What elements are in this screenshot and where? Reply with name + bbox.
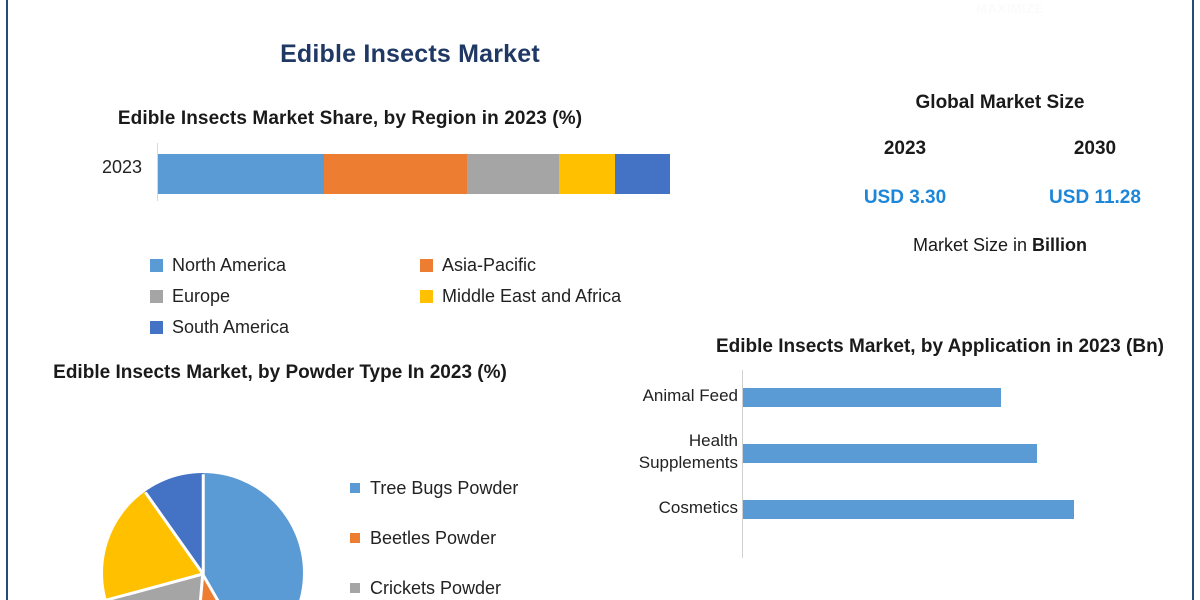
region-share-panel: Edible Insects Market Share, by Region i… [20,105,680,203]
pie-slice-divider [201,474,205,575]
application-chart-title: Edible Insects Market, by Application in… [715,336,1164,357]
region-legend-label: Asia-Pacific [442,255,537,275]
right-border-rule [1192,0,1194,600]
application-axis-line [742,370,743,558]
powder-type-panel: Edible Insects Market, by Powder Type In… [20,358,580,600]
powder-pie-chart[interactable] [103,473,303,600]
market-size-unit-prefix: Market Size in [912,235,1033,255]
application-chart-area: Animal Feed Health Supplements Cosmetics [639,370,1190,558]
region-legend-item: Europe [150,281,420,312]
region-segment[interactable] [558,154,616,194]
application-row: Animal Feed [643,370,1190,426]
region-legend-item: South America [150,312,420,343]
legend-swatch-icon [150,321,163,334]
powder-legend-label: Crickets Powder [370,577,502,598]
powder-legend-item: Tree Bugs Powder [350,463,580,513]
application-bar[interactable] [743,444,1038,463]
region-chart-area: 2023 [20,141,680,203]
global-market-size-columns: 2023 USD 3.30 2030 USD 11.28 [810,138,1190,209]
region-legend-label: South America [172,317,290,337]
powder-legend-item: Crickets Powder [350,563,580,600]
legend-swatch-icon [150,290,163,303]
powder-legend-label: Tree Bugs Powder [370,477,519,498]
region-legend-label: Europe [172,286,231,306]
legend-swatch-icon [350,483,360,493]
application-row-label: Cosmetics [658,498,738,517]
region-legend-item: Asia-Pacific [420,250,690,281]
region-legend-item: North America [150,250,420,281]
application-bar[interactable] [743,388,1001,407]
application-row-label: Animal Feed [642,386,738,405]
market-size-column-2030: 2030 USD 11.28 [1000,138,1190,209]
legend-swatch-icon [420,259,433,272]
application-row-label: Health Supplements [638,431,738,472]
market-size-unit-value: Billion [1032,235,1088,255]
page-title: Edible Insects Market [280,40,540,68]
application-row: Health Supplements [639,426,1190,482]
market-size-value-2030: USD 11.28 [1049,187,1141,208]
region-legend-item: Middle East and Africa [420,281,690,312]
region-legend-label: North America [172,255,287,275]
application-row: Cosmetics [659,482,1190,538]
region-segment[interactable] [466,154,559,194]
legend-swatch-icon [350,533,360,543]
region-legend-label: Middle East and Africa [442,286,622,306]
market-size-unit-note: Market Size in Billion [810,235,1190,256]
market-size-value-2023: USD 3.30 [863,187,947,208]
region-segment[interactable] [615,154,670,194]
powder-legend-label: Beetles Powder [370,527,497,548]
region-stacked-bar[interactable] [158,154,670,194]
watermark: MAXIMIZE [976,1,1044,16]
region-segment[interactable] [158,154,325,194]
market-size-year-2030: 2030 [1073,138,1117,159]
application-panel: Edible Insects Market, by Application in… [639,332,1190,558]
powder-chart-title: Edible Insects Market, by Powder Type In… [53,362,507,383]
left-border-rule [6,0,8,600]
application-bar[interactable] [743,500,1074,519]
region-legend: North America Asia-Pacific Europe Middle Ea… [150,250,690,343]
region-category-label: 2023 [101,157,142,177]
global-market-size-panel: Global Market Size 2023 USD 3.30 2030 US… [810,92,1190,256]
legend-swatch-icon [350,583,360,593]
region-axis-line [157,143,158,201]
market-size-year-2023: 2023 [883,138,927,159]
powder-legend: Tree Bugs Powder Beetles Powder Crickets P… [350,463,580,600]
market-size-column-2023: 2023 USD 3.30 [810,138,1000,209]
legend-swatch-icon [420,290,433,303]
powder-legend-item: Beetles Powder [350,513,580,563]
legend-swatch-icon [150,259,163,272]
region-segment[interactable] [324,154,467,194]
global-market-size-title: Global Market Size [915,92,1085,113]
region-chart-title: Edible Insects Market Share, by Region i… [117,108,583,129]
